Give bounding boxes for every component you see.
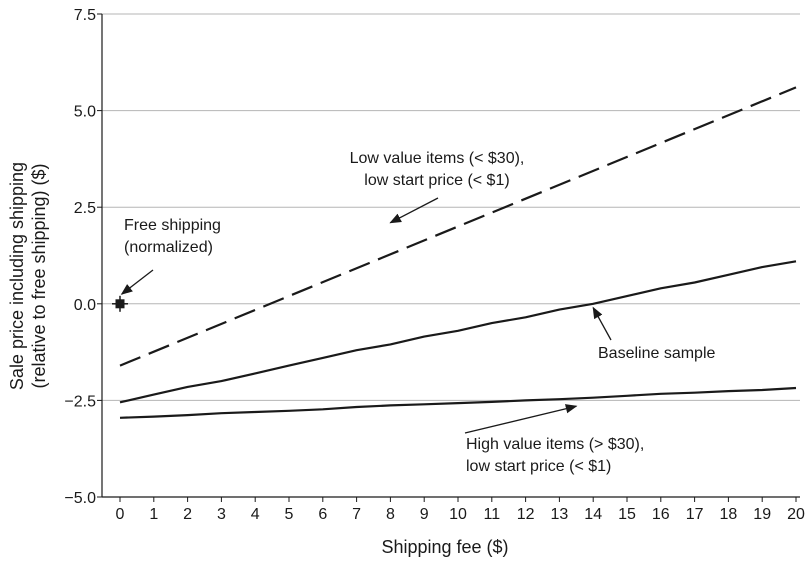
annotations: Free shipping (normalized) Low value items…	[120, 150, 716, 475]
y-axis-title-line2: (relative to free shipping) ($)	[29, 163, 49, 388]
x-tick-label-4: 4	[251, 506, 260, 523]
x-tick-label-20: 20	[787, 506, 805, 523]
annotation-arrow-base	[592, 306, 612, 341]
y-axis-title-line1: Sale price including shipping	[7, 162, 27, 390]
y-tick-label-2: 0.0	[74, 297, 96, 314]
x-tick-label-15: 15	[618, 506, 636, 523]
annotation-arrow-free	[120, 269, 154, 295]
x-tick-label-17: 17	[686, 506, 704, 523]
annotation-free: Free shipping (normalized)	[124, 217, 221, 256]
series-line-low_value	[119, 86, 797, 367]
axes	[101, 14, 800, 498]
y-tick-label-3: 2.5	[74, 200, 96, 217]
annotation-arrow-low	[389, 197, 439, 224]
x-tick-label-11: 11	[483, 506, 500, 523]
x-tick-label-8: 8	[386, 506, 395, 523]
x-axis-ticks: 0 1 2 3 4 5 6 7 8 9 10 11 12 13 14 15 16 17 18 19 20	[116, 497, 805, 523]
x-tick-label-7: 7	[352, 506, 361, 523]
y-axis-ticks: −5.0 −2.5 0.0 2.5 5.0 7.5	[64, 7, 102, 507]
x-tick-label-18: 18	[720, 506, 738, 523]
x-tick-label-13: 13	[551, 506, 569, 523]
x-tick-label-9: 9	[420, 506, 429, 523]
x-axis-title: Shipping fee ($)	[381, 537, 508, 557]
x-tick-label-12: 12	[517, 506, 535, 523]
y-tick-label-1: −2.5	[64, 393, 96, 410]
annotation-base: Baseline sample	[598, 345, 716, 362]
x-tick-label-16: 16	[652, 506, 670, 523]
y-tick-label-0: −5.0	[64, 490, 96, 507]
x-tick-label-19: 19	[753, 506, 771, 523]
y-tick-label-4: 5.0	[74, 104, 96, 121]
annotation-high: High value items (> $30), low start price…	[466, 436, 644, 475]
x-tick-label-3: 3	[217, 506, 226, 523]
series-line-high_value	[119, 386, 797, 419]
free-shipping-marker	[112, 295, 128, 312]
annotation-arrow-high	[464, 404, 578, 434]
series-line-baseline	[119, 260, 797, 404]
annotation-low: Low value items (< $30), low start price …	[350, 150, 525, 189]
series-lines	[119, 86, 797, 419]
x-tick-label-6: 6	[318, 506, 327, 523]
x-tick-label-5: 5	[285, 506, 294, 523]
x-tick-label-1: 1	[149, 506, 158, 523]
x-tick-label-0: 0	[116, 506, 125, 523]
x-tick-label-14: 14	[584, 506, 602, 523]
x-tick-label-10: 10	[449, 506, 467, 523]
y-tick-label-5: 7.5	[74, 7, 96, 24]
x-tick-label-2: 2	[183, 506, 192, 523]
